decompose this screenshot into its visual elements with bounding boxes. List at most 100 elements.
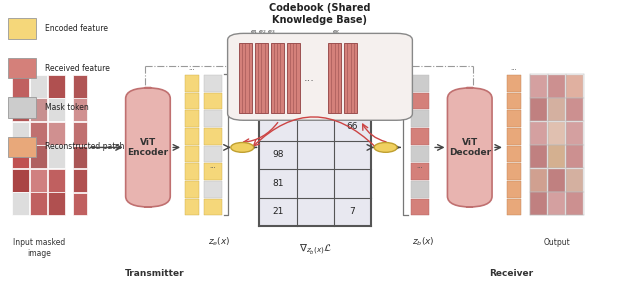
Text: Input masked
image: Input masked image xyxy=(13,238,65,258)
Bar xyxy=(507,181,521,198)
Bar xyxy=(185,181,199,198)
Circle shape xyxy=(231,142,253,152)
Bar xyxy=(271,43,284,113)
Bar xyxy=(566,75,583,98)
Bar xyxy=(507,110,521,127)
Bar xyxy=(73,75,87,98)
Bar xyxy=(566,145,583,168)
Bar xyxy=(185,93,199,109)
Text: Reconstructed patch: Reconstructed patch xyxy=(45,142,124,151)
Bar xyxy=(12,192,29,215)
Bar xyxy=(531,75,547,98)
Bar xyxy=(566,192,583,215)
Text: Received feature: Received feature xyxy=(45,64,109,72)
Bar xyxy=(49,192,65,215)
Text: ...: ... xyxy=(304,73,315,83)
Text: $e_1$ $e_2$ $e_3$: $e_1$ $e_2$ $e_3$ xyxy=(250,28,276,36)
Bar xyxy=(287,43,300,113)
Bar xyxy=(12,75,29,98)
Bar xyxy=(30,98,47,121)
Bar xyxy=(507,128,521,145)
Bar xyxy=(73,99,87,121)
Bar xyxy=(328,43,341,113)
Bar xyxy=(49,75,65,98)
Text: ...: ... xyxy=(209,163,216,169)
Bar xyxy=(12,145,29,168)
Text: $e_K$: $e_K$ xyxy=(332,28,340,36)
Bar xyxy=(239,43,252,113)
Bar xyxy=(12,122,29,145)
Bar xyxy=(12,98,29,121)
Text: ...: ... xyxy=(510,65,517,71)
Bar xyxy=(566,122,583,145)
Text: Output: Output xyxy=(544,238,571,247)
Bar xyxy=(49,169,65,192)
Bar xyxy=(411,199,429,215)
Text: 7: 7 xyxy=(349,207,355,216)
Bar xyxy=(531,145,547,168)
Bar xyxy=(204,199,222,215)
Bar xyxy=(12,169,29,192)
Bar xyxy=(411,93,429,109)
FancyBboxPatch shape xyxy=(228,33,412,120)
Bar xyxy=(259,112,371,226)
Bar xyxy=(507,164,521,180)
Bar xyxy=(185,110,199,127)
Bar xyxy=(185,164,199,180)
Bar xyxy=(204,93,222,109)
Text: $\nabla_{z_b(x)}\mathcal{L}$: $\nabla_{z_b(x)}\mathcal{L}$ xyxy=(298,242,332,257)
Text: ViT
Encoder: ViT Encoder xyxy=(127,138,168,157)
Bar xyxy=(49,98,65,121)
Bar xyxy=(566,169,583,192)
Bar xyxy=(507,75,521,92)
Circle shape xyxy=(374,142,397,152)
Bar xyxy=(507,93,521,109)
Bar xyxy=(548,169,565,192)
Text: 98: 98 xyxy=(272,151,284,160)
Text: 66: 66 xyxy=(347,122,358,131)
Bar xyxy=(204,75,222,92)
Bar xyxy=(73,122,87,145)
Bar xyxy=(411,128,429,145)
Bar xyxy=(185,146,199,162)
Text: ViT
Decoder: ViT Decoder xyxy=(449,138,491,157)
Bar xyxy=(548,145,565,168)
Bar xyxy=(411,146,429,162)
FancyBboxPatch shape xyxy=(125,88,170,207)
Text: Mask token: Mask token xyxy=(45,103,88,112)
Bar xyxy=(548,98,565,121)
Bar xyxy=(531,192,547,215)
Bar xyxy=(49,145,65,168)
Bar xyxy=(507,199,521,215)
Bar xyxy=(566,98,583,121)
Bar xyxy=(204,110,222,127)
Text: Codebook (Shared
Knowledge Base): Codebook (Shared Knowledge Base) xyxy=(269,3,371,25)
Bar xyxy=(30,192,47,215)
Bar xyxy=(30,75,47,98)
Bar xyxy=(185,128,199,145)
Bar xyxy=(411,164,429,180)
Text: $z_b(x)$: $z_b(x)$ xyxy=(412,236,435,248)
Bar xyxy=(8,58,36,78)
Bar xyxy=(411,110,429,127)
Bar xyxy=(8,97,36,117)
Bar xyxy=(204,128,222,145)
Bar xyxy=(204,181,222,198)
Bar xyxy=(49,122,65,145)
Text: 21: 21 xyxy=(273,207,284,216)
Bar xyxy=(531,169,547,192)
Bar xyxy=(30,122,47,145)
Bar xyxy=(507,146,521,162)
Bar xyxy=(204,164,222,180)
Bar xyxy=(531,122,547,145)
Bar xyxy=(548,122,565,145)
Text: Transmitter: Transmitter xyxy=(125,269,184,278)
FancyBboxPatch shape xyxy=(447,88,492,207)
Bar xyxy=(531,98,547,121)
Bar xyxy=(8,19,36,39)
Text: 81: 81 xyxy=(272,179,284,188)
Bar xyxy=(30,169,47,192)
Bar xyxy=(548,75,565,98)
Bar xyxy=(30,145,47,168)
Bar xyxy=(255,43,268,113)
